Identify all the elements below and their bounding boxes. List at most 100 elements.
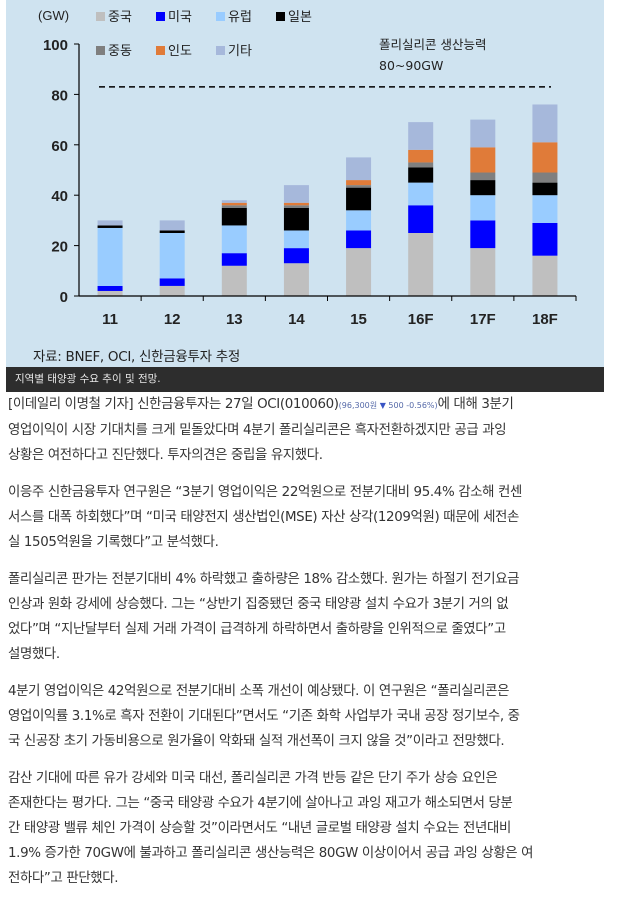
bar-segment-미국 [159,278,185,286]
bar-segment-유럽 [97,227,123,286]
bar-segment-인도 [408,149,434,163]
legend-swatch [156,12,165,21]
paragraph-line: 영업이익이 시장 기대치를 크게 밑돌았다며 4분기 폴리실리콘은 흑자전환하겠… [8,423,507,438]
legend-label: 미국 [168,10,192,25]
paragraph-line: 서스를 대폭 하회했다”며 “미국 태양전지 생산법인(MSE) 자산 상각(1… [8,510,519,525]
paragraph-line: 4분기 영업이익은 42억원으로 전분기대비 소폭 개선이 예상됐다. 이 연구… [8,684,510,699]
legend-label: 중동 [108,44,132,59]
legend-swatch [276,12,285,21]
y-tick-label: 40 [51,188,68,205]
annotation-line-2: 80~90GW [379,58,443,73]
bar-segment-미국 [470,220,496,249]
paragraph-line: 영업이익률 3.1%로 흑자 전환이 기대된다”면서도 “기존 화학 사업부가 … [8,709,520,724]
bar-segment-중동 [532,172,558,183]
stock-change: 500 -0.56%) [388,401,438,410]
bar-segment-중동 [408,162,434,168]
paragraph-line: [이데일리 이명철 기자] 신한금융투자는 27일 OCI(010060)(96… [8,392,628,418]
image-caption: 지역별 태양광 수요 추이 및 전망. [6,367,604,392]
paragraph-line: 설명했다. [8,647,60,662]
paragraph-2: 이응주 신한금융투자 연구원은 “3분기 영업이익은 22억원으로 전분기대비 … [8,480,628,555]
bar-segment-인도 [283,202,309,206]
bar-segment-기타 [470,119,496,148]
x-tick-label: 17F [470,311,496,328]
bar-segment-인도 [532,142,558,173]
x-tick-label: 18F [532,311,558,328]
bar-segment-중동 [283,205,309,208]
bar-segment-일본 [532,182,558,196]
bar-segment-미국 [283,248,309,264]
bar-segment-중국 [408,233,434,296]
x-tick-label: 12 [164,311,181,328]
paragraph-line: 상황은 여전하다고 진단했다. 투자의견은 중립을 유지했다. [8,448,323,463]
paragraph-3: 폴리실리콘 판가는 전분기대비 4% 하락했고 출하량은 18% 감소했다. 원… [8,567,628,667]
x-tick-label: 16F [408,311,434,328]
bar-segment-일본 [408,167,434,183]
paragraph-line: 인상과 원화 강세에 상승했다. 그는 “상반기 집중됐던 중국 태양광 설치 … [8,597,509,612]
stacked-bar-chart: 0 20 40 60 80 100 11 12 13 14 15 16F 17F 18F 중국 미국 유럽 일본… [38,8,577,328]
bar-segment-미국 [532,222,558,256]
down-arrow-icon: ▼ [379,401,386,410]
paragraph-line: 실 1505억원을 기록했다”고 분석했다. [8,535,219,550]
bar-segment-유럽 [470,195,496,221]
bar-segment-일본 [159,230,185,233]
bar-segment-기타 [408,122,434,150]
bar-segment-중국 [221,265,247,296]
paragraph-line: 감산 기대에 따른 유가 강세와 미국 대선, 폴리실리콘 가격 반등 같은 단… [8,771,498,786]
bar-segment-기타 [283,185,309,203]
paragraph-line: 전하다”고 판단했다. [8,871,119,886]
paragraph-1: [이데일리 이명철 기자] 신한금융투자는 27일 OCI(010060)(96… [8,392,628,468]
chart-figure: 0 20 40 60 80 100 11 12 13 14 15 16F 17F 18F 중국 미국 유럽 일본… [6,0,604,392]
x-tick-label: 13 [226,311,243,328]
bar-segment-미국 [221,253,247,266]
bar-segment-기타 [159,220,185,231]
x-tick-label: 15 [350,311,367,328]
bar-segment-인도 [470,147,496,173]
bar-segment-중동 [470,172,496,181]
paragraph-line: 존재한다는 평가다. 그는 “중국 태양광 수요가 4분기에 살아나고 과잉 재… [8,796,513,811]
y-axis-label: (GW) [38,8,69,23]
x-tick-label: 11 [102,311,118,328]
paragraph-4: 4분기 영업이익은 42억원으로 전분기대비 소폭 개선이 예상됐다. 이 연구… [8,679,628,754]
legend-swatch [96,12,105,21]
bar-segment-인도 [346,180,372,186]
article-body: [이데일리 이명철 기자] 신한금융투자는 27일 OCI(010060)(96… [8,392,628,891]
byline-text-tail: 에 대해 3분기 [437,397,514,412]
bar-segment-유럽 [221,225,247,254]
paragraph-line: 1.9% 증가한 70GW에 불과하고 폴리실리콘 생산능력은 80GW 이상이… [8,846,534,861]
bar-segment-인도 [221,202,247,206]
bar-segment-미국 [408,205,434,233]
bar-segment-미국 [346,230,372,249]
bar-segment-중국 [283,263,309,296]
paragraph-line: 었다”며 “지난달부터 실제 거래 가격이 급격하게 하락하면서 출하량을 인위… [8,622,506,637]
legend-swatch [216,12,225,21]
y-tick-label: 60 [51,138,68,155]
stock-price: (96,300원 [338,401,378,410]
legend-swatch [216,46,225,55]
bar-segment-일본 [283,207,309,231]
legend-swatch [156,46,165,55]
paragraph-line: 국 신공장 초기 가동비용으로 원가율이 악화돼 실적 개선폭이 크지 않을 것… [8,734,505,749]
bar-segment-일본 [221,207,247,226]
bar-segment-유럽 [408,182,434,206]
bar-segment-유럽 [159,233,185,279]
bar-segment-미국 [97,285,123,291]
bar-segment-일본 [97,225,123,228]
annotation-line-1: 폴리실리콘 생산능력 [379,37,486,52]
stock-quote[interactable]: (96,300원 ▼ 500 -0.56%) [339,401,438,410]
bar-segment-중동 [346,185,372,188]
y-tick-label: 80 [51,87,68,104]
bar-segment-중동 [221,205,247,208]
bar-segment-기타 [346,157,372,181]
paragraph-5: 감산 기대에 따른 유가 강세와 미국 대선, 폴리실리콘 가격 반등 같은 단… [8,766,628,891]
bar-segment-중국 [470,248,496,296]
legend-label: 일본 [288,10,312,25]
bar-segment-중국 [97,290,123,296]
paragraph-line: 이응주 신한금융투자 연구원은 “3분기 영업이익은 22억원으로 전분기대비 … [8,485,522,500]
bar-segment-중국 [532,255,558,296]
bar-segment-기타 [221,200,247,203]
bar-segment-유럽 [283,230,309,249]
chart-source: 자료: BNEF, OCI, 신한금융투자 추정 [33,349,240,365]
legend-swatch [96,46,105,55]
legend-label: 인도 [168,44,192,59]
bar-segment-기타 [532,104,558,143]
